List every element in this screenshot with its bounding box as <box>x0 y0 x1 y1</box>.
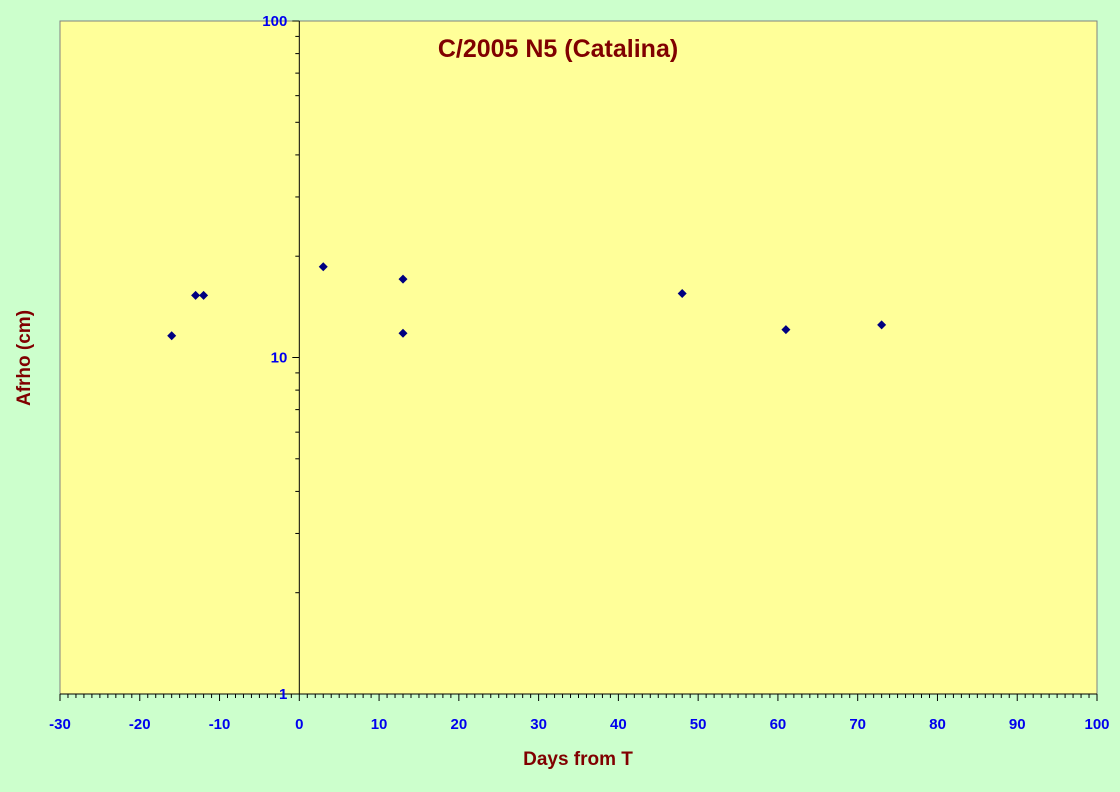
data-point <box>199 290 209 300</box>
data-point <box>677 288 687 298</box>
data-points <box>167 262 887 341</box>
data-point <box>398 328 408 338</box>
x-axis-title: Days from T <box>523 749 633 770</box>
data-point <box>781 325 791 335</box>
data-point <box>398 274 408 284</box>
x-tick-label: 20 <box>451 716 468 733</box>
y-tick-label: 10 <box>271 350 288 367</box>
y-tick-label: 1 <box>279 686 287 703</box>
x-tick-label: 40 <box>610 716 627 733</box>
y-axis-title: Afrho (cm) <box>14 310 35 406</box>
plot-area <box>59 20 1098 695</box>
x-tick-label: 70 <box>849 716 866 733</box>
x-tick-labels: -30 -20 -10 0 10 20 30 40 50 60 70 80 90 100 <box>49 716 1109 733</box>
x-tick-label: 0 <box>295 716 303 733</box>
x-tick-label: -30 <box>49 716 71 733</box>
x-tick-label: 50 <box>690 716 707 733</box>
x-tick-label: 10 <box>371 716 388 733</box>
x-tick-label: -20 <box>129 716 151 733</box>
x-tick-label: 100 <box>1084 716 1109 733</box>
x-tick-label: 80 <box>929 716 946 733</box>
x-tick-label: 30 <box>530 716 547 733</box>
x-tick-label: 60 <box>770 716 787 733</box>
data-point <box>167 331 177 341</box>
x-tick-label: 90 <box>1009 716 1026 733</box>
data-point <box>877 320 887 330</box>
chart-title: C/2005 N5 (Catalina) <box>438 35 678 63</box>
axes <box>59 20 1098 701</box>
data-point <box>318 262 328 272</box>
data-point <box>191 290 201 300</box>
y-tick-label: 100 <box>262 13 287 30</box>
x-tick-label: -10 <box>209 716 231 733</box>
y-tick-labels: 1 10 100 <box>262 13 287 703</box>
